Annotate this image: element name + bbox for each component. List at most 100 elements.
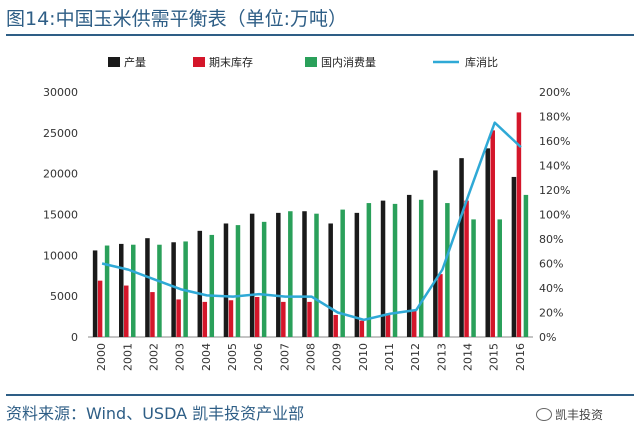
production-bar <box>276 212 281 337</box>
consumption-bar <box>131 244 136 337</box>
stock-bar <box>254 296 260 337</box>
stock-bar <box>97 280 103 337</box>
production-bar <box>249 213 255 337</box>
x-tick-label: 2001 <box>121 343 134 371</box>
chart-title: 图14:中国玉米供需平衡表（单位:万吨） <box>6 8 347 30</box>
title-rule <box>6 34 634 36</box>
source-rule <box>6 394 634 396</box>
production-bar <box>171 242 176 337</box>
production-bar <box>328 223 333 337</box>
legend-label: 库消比 <box>465 55 498 69</box>
y-right-tick-label: 120% <box>539 184 570 197</box>
legend-label: 国内消费量 <box>321 55 376 69</box>
x-tick-label: 2015 <box>488 343 501 371</box>
legend-swatch <box>108 57 120 67</box>
stock-bar <box>438 274 443 337</box>
consumption-bar <box>523 194 529 337</box>
consumption-bar <box>418 199 424 337</box>
consumption-bar <box>340 209 345 337</box>
consumption-bar <box>209 234 215 337</box>
production-bar <box>380 200 386 337</box>
y-left-tick-label: 0 <box>71 331 78 344</box>
consumption-bar <box>288 211 293 337</box>
consumption-bar <box>392 203 398 337</box>
stock-bar <box>411 310 417 337</box>
production-bar <box>302 211 307 337</box>
y-right-tick-label: 160% <box>539 135 570 148</box>
watermark-text: 凯丰投资 <box>555 408 604 422</box>
stock-bar <box>176 299 181 337</box>
x-tick-label: 2014 <box>462 343 475 371</box>
legend-swatch <box>193 57 205 67</box>
production-bar <box>511 176 517 337</box>
production-bar <box>485 148 490 337</box>
watermark: 凯丰投资 <box>536 406 603 423</box>
production-bar <box>406 194 412 337</box>
stock-bar <box>281 301 286 337</box>
stock-bar <box>150 292 155 337</box>
production-bar <box>92 250 98 337</box>
x-tick-label: 2003 <box>174 343 187 371</box>
production-bar <box>433 170 438 337</box>
stock-bar <box>359 320 365 337</box>
stock-bar <box>124 285 129 337</box>
x-tick-label: 2000 <box>95 343 108 371</box>
production-bar <box>459 158 464 337</box>
production-bar <box>223 223 229 337</box>
y-right-tick-label: 80% <box>539 233 563 246</box>
x-tick-label: 2011 <box>383 343 396 371</box>
x-tick-label: 2005 <box>226 343 239 371</box>
legend-swatch <box>305 57 317 67</box>
x-tick-label: 2008 <box>305 343 318 371</box>
stock-bar <box>385 313 391 337</box>
stock-bar <box>228 300 234 337</box>
y-left-tick-label: 15000 <box>43 209 78 222</box>
consumption-bar <box>261 221 267 337</box>
consumption-bar <box>104 245 110 337</box>
x-tick-label: 2006 <box>252 343 265 371</box>
stock-bar <box>333 314 338 337</box>
x-tick-label: 2004 <box>200 343 213 371</box>
stock-bar <box>307 301 312 337</box>
production-bar <box>119 243 124 337</box>
legend-label: 期末库存 <box>209 55 253 69</box>
x-tick-label: 2007 <box>278 343 291 371</box>
y-right-tick-label: 100% <box>539 209 570 222</box>
consumption-bar <box>497 219 502 337</box>
stock-bar <box>490 130 495 337</box>
source-note: 资料来源：Wind、USDA 凯丰投资产业部 <box>6 404 305 423</box>
consumption-bar <box>445 203 450 337</box>
x-tick-label: 2002 <box>147 343 160 371</box>
stock-bar <box>202 301 208 337</box>
production-bar <box>197 230 203 337</box>
x-tick-label: 2013 <box>435 343 448 371</box>
y-left-tick-label: 5000 <box>50 290 78 303</box>
production-bar <box>145 238 150 337</box>
stock-bar <box>464 200 469 337</box>
legend-label: 产量 <box>124 55 146 69</box>
y-right-tick-label: 200% <box>539 86 570 99</box>
x-tick-label: 2016 <box>514 343 527 371</box>
y-left-tick-label: 30000 <box>43 86 78 99</box>
wechat-icon <box>536 408 552 421</box>
consumption-bar <box>157 244 162 337</box>
y-right-tick-label: 60% <box>539 258 563 271</box>
x-tick-label: 2012 <box>409 343 422 371</box>
consumption-bar <box>366 203 372 337</box>
consumption-bar <box>471 219 476 337</box>
y-left-tick-label: 25000 <box>43 127 78 140</box>
y-right-tick-label: 20% <box>539 307 563 320</box>
stock-bar <box>516 112 522 338</box>
y-right-tick-label: 40% <box>539 282 563 295</box>
consumption-bar <box>314 213 319 337</box>
x-tick-label: 2010 <box>357 343 370 371</box>
y-left-tick-label: 20000 <box>43 168 78 181</box>
y-right-tick-label: 0% <box>539 331 556 344</box>
x-tick-label: 2009 <box>331 343 344 371</box>
y-left-tick-label: 10000 <box>43 249 78 262</box>
ratio-line <box>101 121 522 322</box>
y-right-tick-label: 180% <box>539 111 570 124</box>
consumption-bar <box>235 225 241 337</box>
y-right-tick-label: 140% <box>539 160 570 173</box>
